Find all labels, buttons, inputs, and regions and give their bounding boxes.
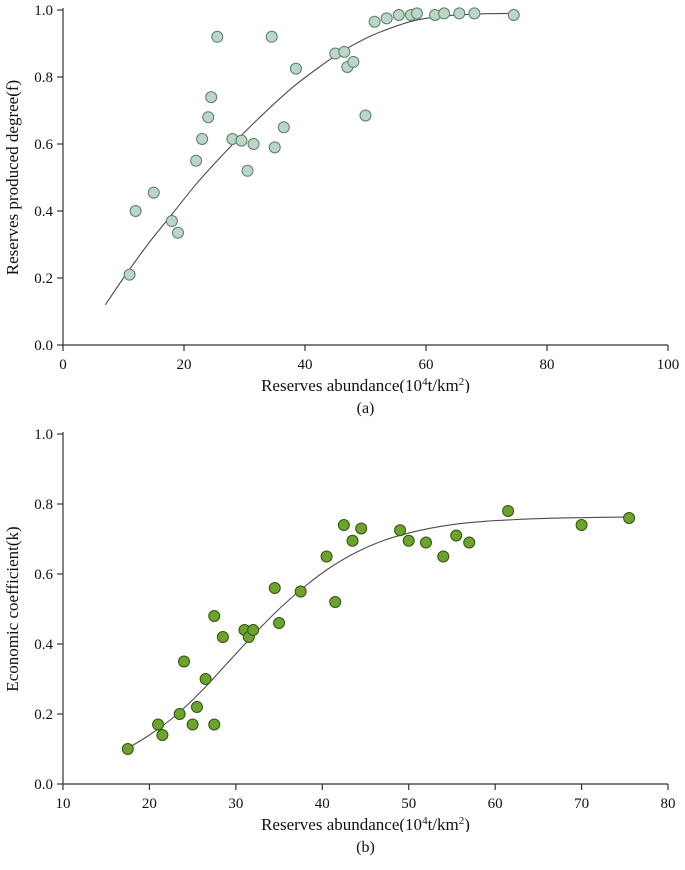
svg-text:30: 30 [228, 796, 243, 812]
fit-curve [104, 12, 511, 306]
chart-b-svg: 10 20 30 40 50 60 70 80 0.0 0.2 0.4 0.6 0.8 1.0 Reserv… [3, 427, 676, 834]
svg-text:20: 20 [177, 357, 192, 373]
svg-text:100: 100 [657, 357, 680, 373]
chart-b-caption: (b) [356, 839, 375, 856]
y-axis-label: Reserves produced degree(f) [3, 80, 22, 275]
svg-text:10: 10 [56, 796, 71, 812]
axes [62, 432, 668, 785]
scatter-points [123, 7, 520, 281]
svg-text:1.0: 1.0 [34, 3, 53, 19]
axes [62, 8, 668, 346]
chart-a: 0 20 40 60 80 100 0.0 0.2 0.4 0.6 0.8 1.0 Reserves a… [0, 0, 685, 418]
svg-text:0.4: 0.4 [34, 637, 53, 653]
x-axis-label: Reserves abundance(104t/km2) [261, 376, 470, 393]
svg-text:60: 60 [488, 796, 503, 812]
svg-text:0.0: 0.0 [34, 777, 53, 793]
svg-text:0.2: 0.2 [34, 271, 53, 287]
svg-text:80: 80 [540, 357, 555, 373]
svg-text:80: 80 [661, 796, 676, 812]
chart-a-svg: 0 20 40 60 80 100 0.0 0.2 0.4 0.6 0.8 1.0 Reserves a… [3, 3, 679, 395]
svg-text:70: 70 [574, 796, 589, 812]
svg-text:0.8: 0.8 [34, 497, 53, 513]
y-axis-label: Economic coefficient(k) [3, 526, 22, 691]
scatter-points [121, 505, 636, 755]
chart-a-caption: (a) [356, 400, 375, 417]
svg-text:0: 0 [59, 357, 67, 373]
svg-text:50: 50 [401, 796, 416, 812]
svg-text:1.0: 1.0 [34, 427, 53, 443]
fit-curve [123, 516, 634, 752]
svg-text:0.6: 0.6 [34, 567, 53, 583]
chart-b: 10 20 30 40 50 60 70 80 0.0 0.2 0.4 0.6 0.8 1.0 Reserv… [0, 424, 685, 857]
svg-text:20: 20 [142, 796, 157, 812]
ticks: 10 20 30 40 50 60 70 80 0.0 0.2 0.4 0.6 0.8 1.0 [34, 427, 675, 812]
svg-text:0.8: 0.8 [34, 70, 53, 86]
svg-text:60: 60 [419, 357, 434, 373]
svg-text:0.4: 0.4 [34, 204, 53, 220]
svg-text:0.2: 0.2 [34, 707, 53, 723]
svg-text:40: 40 [298, 357, 313, 373]
svg-text:0.0: 0.0 [34, 338, 53, 354]
ticks: 0 20 40 60 80 100 0.0 0.2 0.4 0.6 0.8 1.0 [34, 3, 679, 373]
x-axis-label: Reserves abundance(104t/km2) [261, 815, 470, 832]
svg-text:40: 40 [315, 796, 330, 812]
svg-text:0.6: 0.6 [34, 137, 53, 153]
